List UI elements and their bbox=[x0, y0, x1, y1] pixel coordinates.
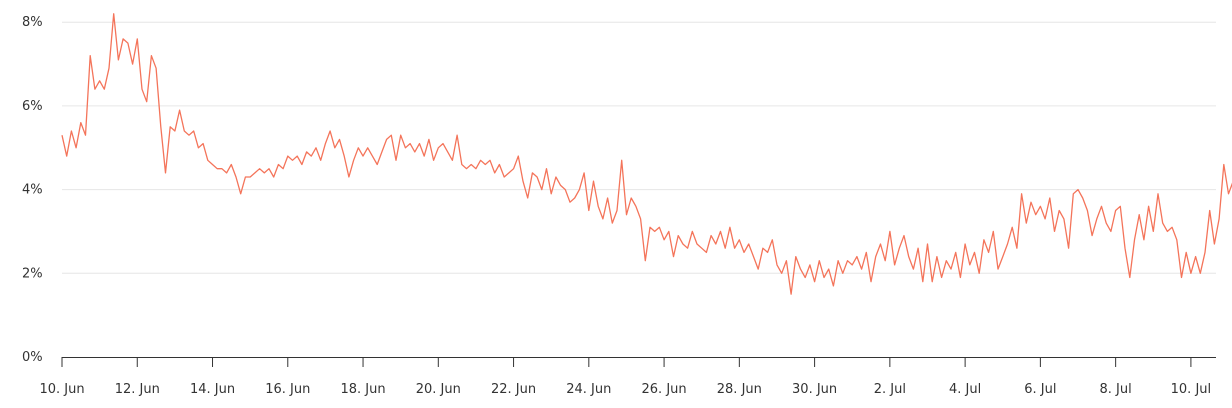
y-tick-label: 0% bbox=[22, 350, 43, 365]
x-tick-label: 16. Jun bbox=[265, 382, 310, 397]
grid-lines bbox=[62, 21, 1216, 274]
y-tick-label: 8% bbox=[22, 15, 43, 30]
x-tick-label: 4. Jul bbox=[949, 382, 981, 397]
x-tick-label: 10. Jul bbox=[1171, 382, 1212, 397]
x-tick-label: 14. Jun bbox=[190, 382, 235, 397]
x-tick-label: 6. Jul bbox=[1024, 382, 1056, 397]
x-tick-label: 20. Jun bbox=[416, 382, 461, 397]
y-tick-label: 6% bbox=[22, 99, 43, 114]
x-tick-label: 30. Jun bbox=[792, 382, 837, 397]
x-tick-label: 8. Jul bbox=[1100, 382, 1132, 397]
y-tick-label: 4% bbox=[22, 183, 43, 198]
x-axis-ticks: 10. Jun 12. Jun 14. Jun 16. Jun 18. Jun 20. J… bbox=[39, 357, 1211, 397]
x-tick-label: 28. Jun bbox=[717, 382, 762, 397]
x-tick-label: 12. Jun bbox=[115, 382, 160, 397]
x-tick-label: 26. Jun bbox=[642, 382, 687, 397]
x-tick-label: 2. Jul bbox=[874, 382, 906, 397]
y-axis-ticks: 0% 2% 4% 6% 8% bbox=[22, 15, 43, 365]
y-tick-label: 2% bbox=[22, 266, 43, 281]
x-tick-label: 24. Jun bbox=[566, 382, 611, 397]
x-tick-label: 18. Jun bbox=[340, 382, 385, 397]
x-tick-label: 10. Jun bbox=[39, 382, 84, 397]
x-tick-label: 22. Jun bbox=[491, 382, 536, 397]
series-line bbox=[61, 13, 1232, 295]
